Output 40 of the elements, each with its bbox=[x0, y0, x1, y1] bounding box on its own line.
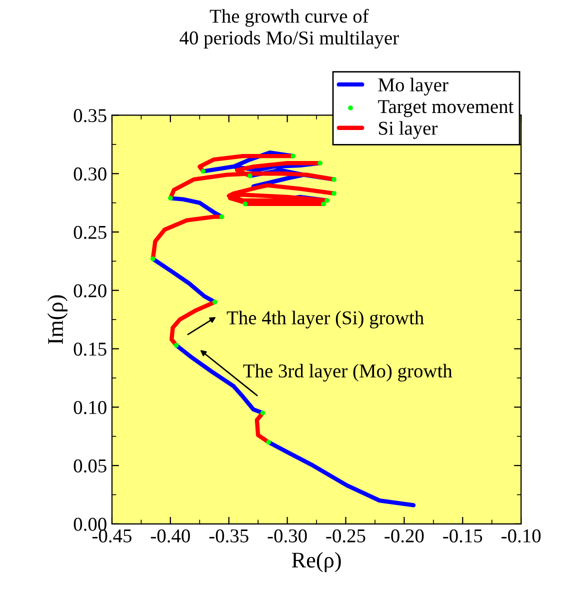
x-tick-label: -0.25 bbox=[326, 529, 366, 543]
y-tick-label: 0.35 bbox=[74, 109, 106, 122]
point bbox=[266, 440, 272, 445]
point bbox=[200, 168, 206, 174]
point bbox=[318, 160, 322, 166]
point bbox=[290, 154, 296, 159]
point bbox=[332, 191, 336, 196]
point bbox=[324, 198, 330, 203]
point bbox=[321, 202, 326, 206]
point bbox=[260, 410, 266, 416]
y-tick-label: 0.10 bbox=[74, 400, 106, 414]
x-axis-title: Re(ρ) bbox=[292, 552, 341, 572]
y-tick-label: 0.00 bbox=[74, 518, 106, 531]
y-tick-label: 0.15 bbox=[74, 342, 106, 356]
y-tick-label: 0.05 bbox=[74, 459, 106, 473]
y-tick-label: 0.20 bbox=[74, 284, 106, 298]
point bbox=[174, 342, 179, 348]
y-axis-title: Im(ρ) bbox=[47, 295, 68, 344]
x-tick-label: -0.15 bbox=[443, 529, 482, 543]
point bbox=[242, 202, 248, 206]
x-tick-label: -0.40 bbox=[150, 529, 190, 543]
x-tick-label: -0.20 bbox=[384, 529, 424, 543]
chart-title: The growth curve of 40 periods Mo/Si multilayer bbox=[180, 8, 399, 49]
x-tick-label: -0.45 bbox=[92, 529, 132, 543]
y-tick-label: 0.30 bbox=[74, 167, 106, 181]
legend-label: Mo layer bbox=[378, 78, 448, 96]
point bbox=[212, 300, 218, 304]
x-tick-label: -0.10 bbox=[502, 529, 541, 543]
point bbox=[332, 177, 336, 182]
annotation: The 4th layer (Si) growth bbox=[226, 310, 424, 328]
point bbox=[150, 256, 156, 262]
point bbox=[248, 174, 252, 178]
annotation: The 3rd layer (Mo) growth bbox=[243, 364, 452, 382]
legend-label: Si layer bbox=[379, 121, 438, 139]
point bbox=[219, 214, 224, 220]
y-tick-label: 0.25 bbox=[74, 226, 106, 240]
point bbox=[168, 196, 173, 201]
legend-label: Target movement bbox=[378, 100, 514, 118]
x-tick-label: -0.35 bbox=[209, 529, 248, 543]
x-tick-label: -0.30 bbox=[268, 529, 307, 543]
